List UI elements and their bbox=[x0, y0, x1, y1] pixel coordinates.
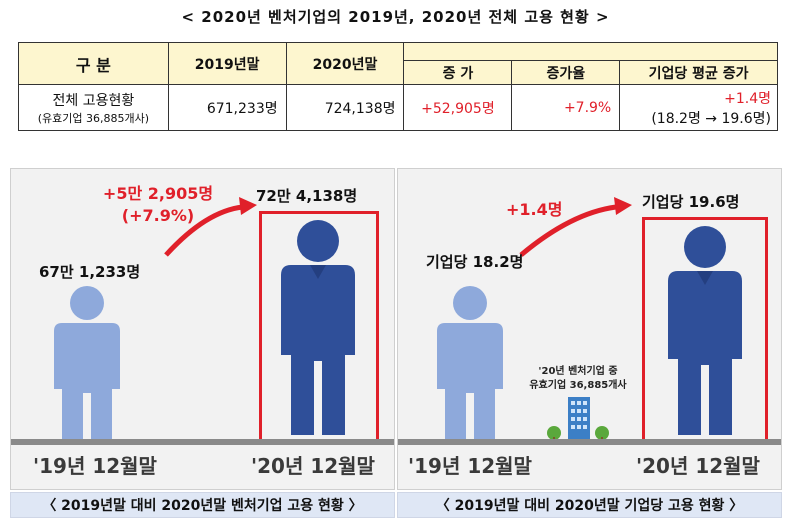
value-2020-label: 72만 4,138명 bbox=[256, 187, 358, 205]
increase-label: +5만 2,905명 bbox=[102, 184, 214, 203]
value-avg: +1.4명 bbox=[724, 90, 771, 107]
row-label: 전체 고용현황 bbox=[52, 92, 135, 109]
year-2020-label: '20년 12월말 bbox=[636, 454, 760, 478]
note-line-2: 유효기업 36,885개사 bbox=[529, 380, 627, 391]
person-small-icon bbox=[54, 286, 120, 445]
person-large-icon bbox=[281, 220, 355, 435]
value-2019-label: 기업당 18.2명 bbox=[426, 253, 524, 271]
increase-rate-label: (+7.9%) bbox=[121, 206, 195, 225]
header-increase: 증 가 bbox=[403, 60, 513, 85]
header-category: 구 분 bbox=[18, 42, 169, 85]
ground-line bbox=[398, 439, 781, 445]
table-header-row: 구 분 2019년말 2020년말 bbox=[18, 42, 778, 85]
left-caption: 〈 2019년말 대비 2020년말 벤처기업 고용 현황 〉 bbox=[10, 492, 395, 518]
value-2019: 671,233명 bbox=[167, 84, 287, 131]
header-2019: 2019년말 bbox=[167, 42, 287, 85]
year-2019-label: '19년 12월말 bbox=[408, 454, 532, 478]
right-caption: 〈 2019년말 대비 2020년말 기업당 고용 현황 〉 bbox=[397, 492, 782, 518]
person-small-icon bbox=[437, 286, 503, 445]
building-icon bbox=[547, 397, 609, 445]
total-employment-infographic: +5만 2,905명 (+7.9%) 72만 4,138명 67만 1,233명… bbox=[10, 168, 395, 490]
value-2019-label: 67만 1,233명 bbox=[39, 263, 141, 281]
per-company-infographic: +1.4명 기업당 19.6명 기업당 18.2명 '20년 벤처기업 중 유효… bbox=[397, 168, 782, 490]
row-sublabel: (유효기업 36,885개사) bbox=[37, 111, 150, 125]
value-2020: 724,138명 bbox=[285, 84, 405, 131]
value-increase: +52,905명 bbox=[403, 84, 513, 131]
table-row: 전체 고용현황 (유효기업 36,885개사) 671,233명 724,138… bbox=[18, 84, 778, 131]
page-title: < 2020년 벤처기업의 2019년, 2020년 전체 고용 현황 > bbox=[181, 8, 610, 26]
value-avg-cell: +1.4명 (18.2명 → 19.6명) bbox=[619, 84, 778, 131]
year-2020-label: '20년 12월말 bbox=[251, 454, 375, 478]
header-rate: 증가율 bbox=[511, 60, 621, 85]
increase-label: +1.4명 bbox=[506, 200, 563, 219]
ground-line bbox=[11, 439, 394, 445]
header-2020: 2020년말 bbox=[285, 42, 405, 85]
note-line-1: '20년 벤처기업 중 bbox=[538, 366, 618, 377]
value-avg-sub: (18.2명 → 19.6명) bbox=[651, 110, 771, 127]
growth-arrow-icon bbox=[164, 197, 257, 257]
growth-arrow-icon bbox=[519, 197, 632, 257]
header-avg-increase: 기업당 평균 증가 bbox=[619, 60, 778, 85]
row-label-cell: 전체 고용현황 (유효기업 36,885개사) bbox=[18, 84, 169, 131]
employment-summary-table: 구 분 2019년말 2020년말 증 가 증가율 기업당 평균 증가 전체 고… bbox=[18, 42, 778, 131]
value-rate: +7.9% bbox=[511, 84, 621, 131]
person-large-icon bbox=[668, 226, 742, 435]
year-2019-label: '19년 12월말 bbox=[33, 454, 157, 478]
value-2020-label: 기업당 19.6명 bbox=[642, 193, 740, 211]
